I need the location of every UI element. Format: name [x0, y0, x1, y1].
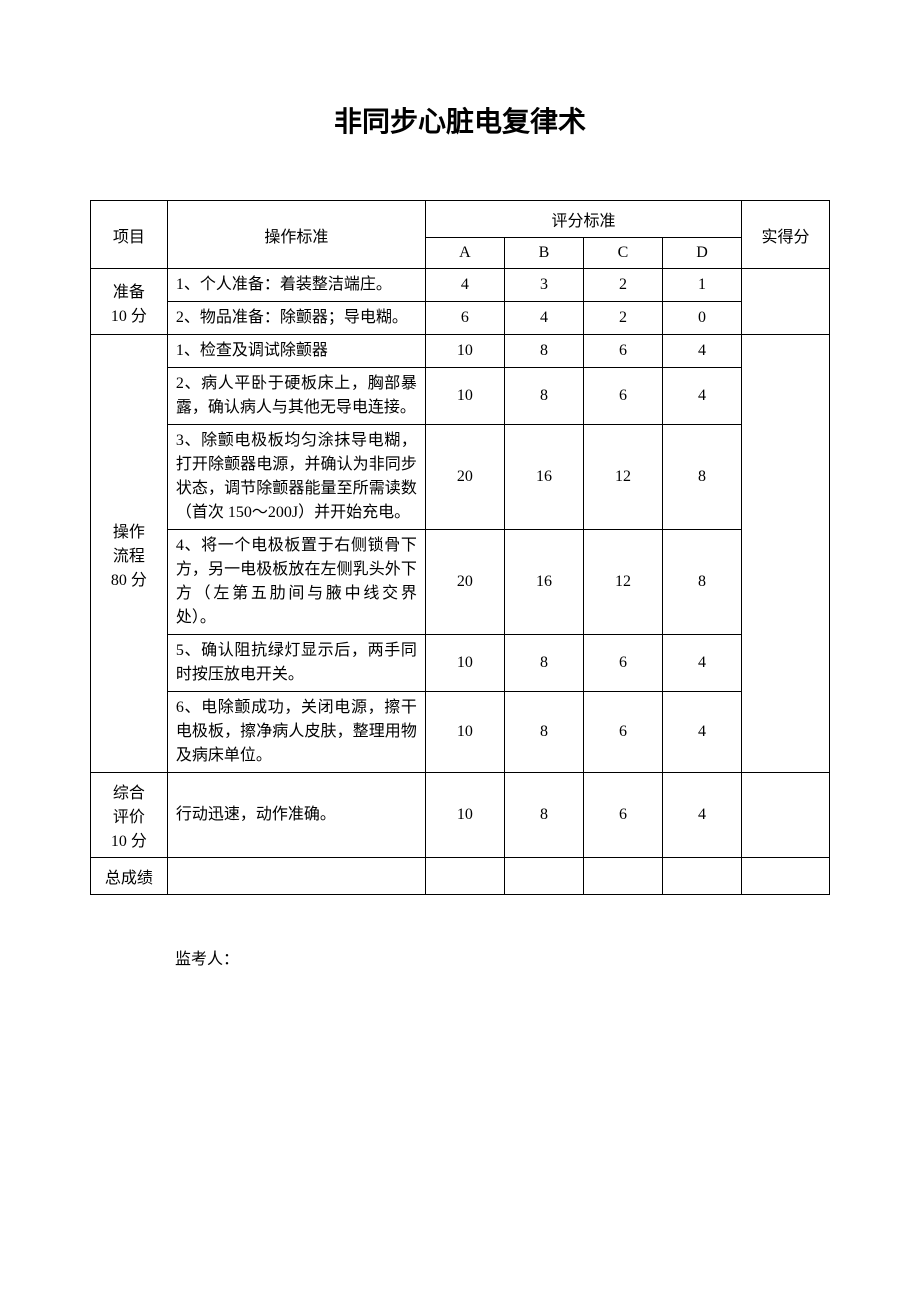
score-b: 3 — [504, 269, 583, 302]
score-d: 4 — [663, 773, 742, 858]
actual-score-cell — [742, 269, 830, 335]
score-d: 4 — [663, 635, 742, 692]
score-b: 8 — [504, 368, 583, 425]
score-d: 4 — [663, 335, 742, 368]
section-label: 综合 评价 10 分 — [91, 773, 168, 858]
header-a: A — [425, 238, 504, 269]
total-label: 总成绩 — [91, 858, 168, 895]
score-d: 4 — [663, 368, 742, 425]
total-actual — [742, 858, 830, 895]
score-c: 2 — [583, 302, 662, 335]
section-label: 操作 流程 80 分 — [91, 335, 168, 773]
table-row: 准备 10 分 1、个人准备：着装整洁端庄。 4 3 2 1 — [91, 269, 830, 302]
score-a: 10 — [425, 335, 504, 368]
header-item: 项目 — [91, 201, 168, 269]
table-row: 2、物品准备：除颤器；导电糊。 6 4 2 0 — [91, 302, 830, 335]
score-a: 6 — [425, 302, 504, 335]
score-a: 10 — [425, 635, 504, 692]
score-a: 10 — [425, 773, 504, 858]
score-d: 8 — [663, 530, 742, 635]
score-c: 6 — [583, 635, 662, 692]
score-c: 6 — [583, 368, 662, 425]
score-d: 0 — [663, 302, 742, 335]
score-c: 12 — [583, 530, 662, 635]
total-op-cell — [167, 858, 425, 895]
score-b: 8 — [504, 635, 583, 692]
score-c: 6 — [583, 773, 662, 858]
score-c: 12 — [583, 425, 662, 530]
scoring-table: 项目 操作标准 评分标准 实得分 A B C D 准备 10 分 1、个人准备：… — [90, 200, 830, 895]
score-b: 4 — [504, 302, 583, 335]
total-c — [583, 858, 662, 895]
actual-score-cell — [742, 335, 830, 773]
section-label: 准备 10 分 — [91, 269, 168, 335]
score-b: 16 — [504, 425, 583, 530]
score-a: 4 — [425, 269, 504, 302]
operation-cell: 2、物品准备：除颤器；导电糊。 — [167, 302, 425, 335]
header-actual: 实得分 — [742, 201, 830, 269]
score-c: 6 — [583, 692, 662, 773]
total-b — [504, 858, 583, 895]
header-b: B — [504, 238, 583, 269]
score-b: 8 — [504, 692, 583, 773]
operation-cell: 6、电除颤成功，关闭电源，擦干电极板，擦净病人皮肤，整理用物及病床单位。 — [167, 692, 425, 773]
header-operation: 操作标准 — [167, 201, 425, 269]
total-a — [425, 858, 504, 895]
table-row: 2、病人平卧于硬板床上，胸部暴露，确认病人与其他无导电连接。 10 8 6 4 — [91, 368, 830, 425]
score-a: 10 — [425, 692, 504, 773]
table-row: 5、确认阻抗绿灯显示后，两手同时按压放电开关。 10 8 6 4 — [91, 635, 830, 692]
table-row: 6、电除颤成功，关闭电源，擦干电极板，擦净病人皮肤，整理用物及病床单位。 10 … — [91, 692, 830, 773]
table-row: 综合 评价 10 分 行动迅速，动作准确。 10 8 6 4 — [91, 773, 830, 858]
score-a: 10 — [425, 368, 504, 425]
operation-cell: 2、病人平卧于硬板床上，胸部暴露，确认病人与其他无导电连接。 — [167, 368, 425, 425]
actual-score-cell — [742, 773, 830, 858]
operation-cell: 5、确认阻抗绿灯显示后，两手同时按压放电开关。 — [167, 635, 425, 692]
score-b: 8 — [504, 335, 583, 368]
header-scoring: 评分标准 — [425, 201, 741, 238]
operation-cell: 4、将一个电极板置于右侧锁骨下方，另一电极板放在左侧乳头外下方（左第五肋间与腋中… — [167, 530, 425, 635]
score-a: 20 — [425, 530, 504, 635]
examiner-label: 监考人： — [175, 945, 830, 969]
header-d: D — [663, 238, 742, 269]
score-c: 6 — [583, 335, 662, 368]
score-d: 1 — [663, 269, 742, 302]
table-row: 4、将一个电极板置于右侧锁骨下方，另一电极板放在左侧乳头外下方（左第五肋间与腋中… — [91, 530, 830, 635]
header-c: C — [583, 238, 662, 269]
operation-cell: 3、除颤电极板均匀涂抹导电糊，打开除颤器电源，并确认为非同步状态，调节除颤器能量… — [167, 425, 425, 530]
score-b: 16 — [504, 530, 583, 635]
total-d — [663, 858, 742, 895]
score-d: 8 — [663, 425, 742, 530]
score-d: 4 — [663, 692, 742, 773]
operation-cell: 行动迅速，动作准确。 — [167, 773, 425, 858]
table-row: 3、除颤电极板均匀涂抹导电糊，打开除颤器电源，并确认为非同步状态，调节除颤器能量… — [91, 425, 830, 530]
score-b: 8 — [504, 773, 583, 858]
score-c: 2 — [583, 269, 662, 302]
total-row: 总成绩 — [91, 858, 830, 895]
operation-cell: 1、检查及调试除颤器 — [167, 335, 425, 368]
page-title: 非同步心脏电复律术 — [90, 100, 830, 140]
operation-cell: 1、个人准备：着装整洁端庄。 — [167, 269, 425, 302]
score-a: 20 — [425, 425, 504, 530]
header-row-1: 项目 操作标准 评分标准 实得分 — [91, 201, 830, 238]
table-row: 操作 流程 80 分 1、检查及调试除颤器 10 8 6 4 — [91, 335, 830, 368]
